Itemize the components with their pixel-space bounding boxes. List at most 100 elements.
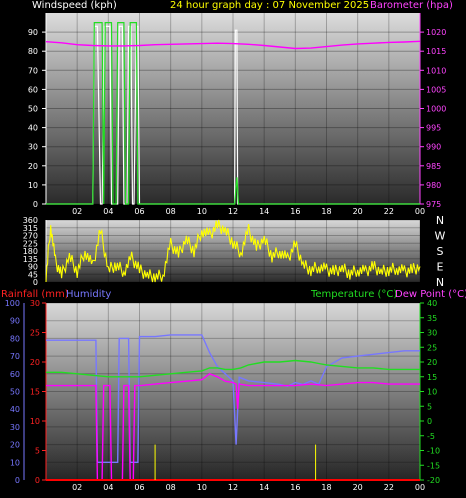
temp-tick-label: 20	[427, 358, 437, 367]
series-humidity-line	[46, 334, 420, 463]
x-tick-label: 14	[259, 483, 269, 492]
x-tick-label: 00	[415, 483, 425, 492]
temp-tick-label: -5	[427, 432, 435, 441]
humidity-tick-label: 30	[10, 423, 20, 432]
compass-label: W	[435, 230, 446, 243]
rain-tick-label: 5	[35, 447, 40, 456]
x-tick-label: 20	[353, 483, 363, 492]
rain-tick-label: 20	[30, 358, 40, 367]
y-tick-label: 180	[23, 247, 38, 256]
temp-tick-label: 10	[427, 388, 437, 397]
x-tick-label: 06	[134, 207, 144, 216]
y-tick-label: 135	[23, 255, 38, 264]
x-tick-label: 18	[321, 207, 331, 216]
y-tick-label: 225	[23, 239, 38, 248]
humidity-tick-label: 60	[10, 370, 20, 379]
temp-tick-label: 35	[427, 314, 437, 323]
series-temperature-line	[46, 359, 420, 378]
x-tick-label: 08	[166, 207, 176, 216]
y2-tick-label: 990	[426, 143, 441, 152]
series-barometer-line	[45, 40, 421, 50]
x-tick-label: 22	[384, 207, 394, 216]
x-tick-label: 04	[103, 483, 113, 492]
y-tick-label: 0	[33, 278, 38, 287]
compass-label: S	[437, 245, 444, 258]
rainfall-axis-title: Rainfall (mm)	[1, 289, 69, 300]
y-tick-label: 30	[28, 143, 38, 152]
series-direction-line	[45, 219, 421, 283]
x-tick-label: 12	[228, 483, 238, 492]
temp-tick-label: 5	[427, 402, 432, 411]
y-tick-label: 40	[28, 124, 38, 133]
rain-tick-label: 15	[30, 388, 40, 397]
y-tick-label: 50	[28, 105, 38, 114]
graph-title: 24 hour graph day : 07 November 2025	[170, 0, 370, 11]
rain-tick-label: 25	[30, 329, 40, 338]
y-tick-label: 20	[28, 162, 38, 171]
x-tick-label: 16	[290, 483, 300, 492]
x-tick-label: 02	[72, 483, 82, 492]
humidity-tick-label: 20	[10, 441, 20, 450]
x-tick-label: 10	[197, 207, 207, 216]
temperature-axis-title: Temperature (°C)	[311, 289, 398, 300]
y-tick-label: 10	[28, 181, 38, 190]
x-tick-label: 02	[72, 207, 82, 216]
humidity-tick-label: 80	[10, 334, 20, 343]
x-tick-label: 06	[134, 483, 144, 492]
temp-tick-label: 30	[427, 329, 437, 338]
x-tick-label: 00	[415, 207, 425, 216]
y-tick-label: 45	[28, 270, 38, 279]
y-tick-label: 60	[28, 85, 38, 94]
x-tick-label: 08	[166, 483, 176, 492]
compass-label: N	[436, 214, 444, 227]
x-tick-label: 16	[290, 207, 300, 216]
compass-label: E	[437, 261, 444, 274]
y2-tick-label: 1020	[426, 28, 446, 37]
y-tick-label: 90	[28, 263, 38, 272]
x-tick-label: 10	[197, 483, 207, 492]
temp-tick-label: 25	[427, 343, 437, 352]
rain-tick-label: 10	[30, 417, 40, 426]
rain-tick-label: 30	[30, 299, 40, 308]
temp-tick-label: 40	[427, 299, 437, 308]
x-tick-label: 14	[259, 207, 269, 216]
y-tick-label: 270	[23, 232, 38, 241]
y2-tick-label: 1005	[426, 85, 446, 94]
y2-tick-label: 1000	[426, 105, 446, 114]
temp-tick-label: -10	[427, 447, 440, 456]
windspeed-axis-title: Windspeed (kph)	[32, 0, 117, 11]
y2-tick-label: 1015	[426, 47, 446, 56]
x-tick-label: 04	[103, 207, 113, 216]
y2-tick-label: 1010	[426, 66, 446, 75]
humidity-tick-label: 100	[5, 299, 20, 308]
barometer-axis-title: Barometer (hpa)	[370, 0, 453, 11]
humidity-tick-label: 0	[15, 476, 20, 485]
x-tick-label: 12	[228, 207, 238, 216]
y2-tick-label: 980	[426, 181, 441, 190]
humidity-tick-label: 70	[10, 352, 20, 361]
x-tick-label: 18	[321, 483, 331, 492]
x-tick-label: 22	[384, 483, 394, 492]
x-tick-label: 20	[353, 207, 363, 216]
plot-area-upper	[46, 13, 420, 204]
humidity-axis-title: Humidity	[66, 289, 112, 300]
y2-tick-label: 995	[426, 124, 441, 133]
dewpoint-axis-title: Dew Point (°C)	[395, 289, 466, 300]
series-gust-line	[46, 22, 420, 205]
humidity-tick-label: 90	[10, 317, 20, 326]
temp-tick-label: -15	[427, 461, 440, 470]
humidity-tick-label: 10	[10, 458, 20, 467]
y2-tick-label: 985	[426, 162, 441, 171]
y-tick-label: 0	[33, 200, 38, 209]
rain-tick-label: 0	[35, 476, 40, 485]
y2-tick-label: 975	[426, 200, 441, 209]
y-tick-label: 80	[28, 47, 38, 56]
series-dewpoint-line	[46, 373, 420, 481]
y-tick-label: 70	[28, 66, 38, 75]
y-tick-label: 315	[23, 224, 38, 233]
humidity-tick-label: 40	[10, 405, 20, 414]
temp-tick-label: -20	[427, 476, 440, 485]
compass-label: N	[436, 276, 444, 289]
